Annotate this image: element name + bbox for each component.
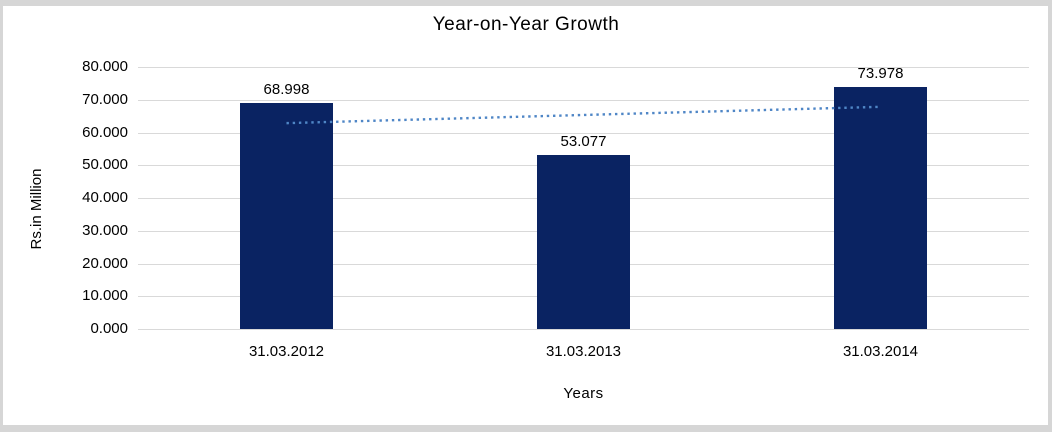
bar-data-label: 53.077 <box>560 133 607 151</box>
plot-area <box>138 67 1029 330</box>
gridline <box>138 329 1029 330</box>
y-tick-label: 40.000 <box>82 189 128 206</box>
y-tick-label: 10.000 <box>82 287 128 305</box>
x-tick-label: 31.03.2012 <box>248 343 325 360</box>
bar-data-label: 68.998 <box>263 81 310 99</box>
chart-title: Year-on-Year Growth <box>432 14 620 35</box>
trendline <box>286 105 881 125</box>
y-tick-label: 70.000 <box>82 90 128 108</box>
bar-data-label: 73.978 <box>857 64 904 82</box>
y-tick-label: 60.000 <box>82 123 128 141</box>
y-tick-label: 30.000 <box>82 221 128 239</box>
y-tick-label: 50.000 <box>82 156 128 174</box>
bar <box>834 86 927 329</box>
bar <box>537 155 630 329</box>
x-tick-label: 31.03.2014 <box>842 343 919 360</box>
gridline <box>138 67 1029 68</box>
bar <box>240 103 333 329</box>
y-tick-label: 80.000 <box>82 58 128 75</box>
gridline <box>138 132 1029 134</box>
y-tick-label: 0.000 <box>90 320 128 337</box>
x-tick-label: 31.03.2013 <box>545 343 622 360</box>
x-axis-title: Years <box>563 385 604 402</box>
gridline <box>138 99 1029 101</box>
y-tick-label: 20.000 <box>82 254 128 272</box>
